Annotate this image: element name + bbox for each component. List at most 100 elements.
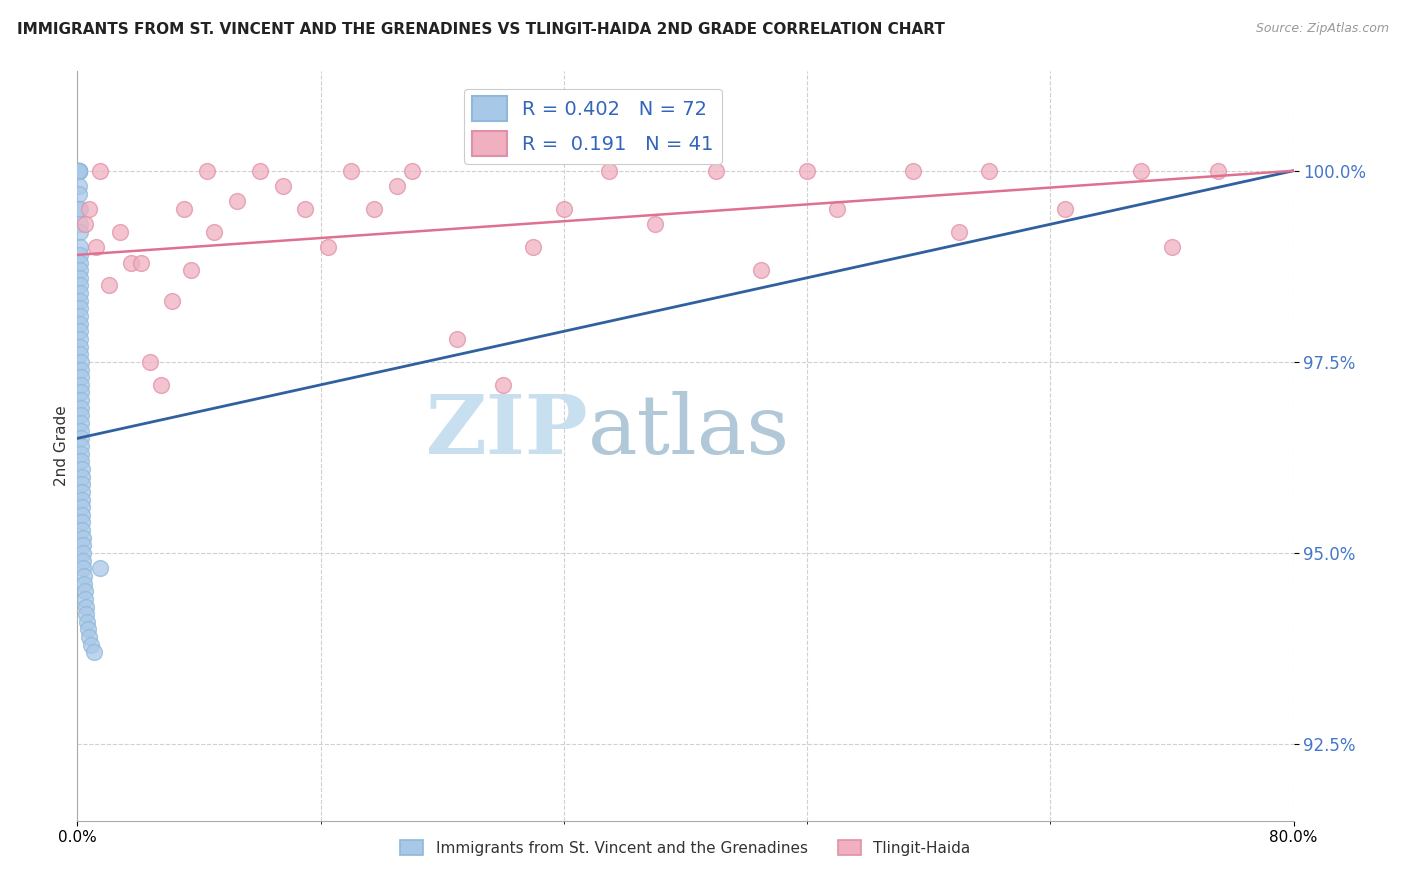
Point — [120, 255, 142, 269]
Point — [1054, 202, 1077, 216]
Point — [72, 538, 94, 552]
Point — [73, 591, 96, 606]
Point — [70, 409, 93, 423]
Point — [70, 447, 93, 461]
Point — [70, 500, 93, 515]
Point — [69, 278, 91, 293]
Point — [73, 584, 96, 599]
Point — [294, 202, 316, 216]
Point — [67, 163, 90, 178]
Point — [76, 615, 98, 629]
Point — [108, 225, 131, 239]
Point — [69, 340, 91, 354]
Point — [69, 202, 91, 216]
Point — [149, 377, 172, 392]
Point — [903, 163, 925, 178]
Point — [67, 163, 90, 178]
Text: ZIP: ZIP — [426, 391, 588, 471]
Point — [84, 240, 107, 254]
Point — [69, 370, 91, 384]
Point — [249, 163, 271, 178]
Point — [72, 531, 94, 545]
Point — [1206, 163, 1229, 178]
Point — [73, 569, 96, 583]
Point — [70, 484, 93, 499]
Point — [69, 286, 91, 301]
Point — [70, 431, 93, 445]
Point — [73, 576, 96, 591]
Point — [75, 599, 97, 614]
Point — [69, 393, 91, 408]
Point — [751, 263, 773, 277]
Point — [226, 194, 249, 209]
Point — [67, 163, 90, 178]
Point — [129, 255, 152, 269]
Legend: Immigrants from St. Vincent and the Grenadines, Tlingit-Haida: Immigrants from St. Vincent and the Gren… — [394, 833, 977, 862]
Point — [827, 202, 849, 216]
Point — [69, 248, 91, 262]
Point — [704, 163, 727, 178]
Point — [69, 309, 91, 323]
Point — [69, 301, 91, 316]
Point — [69, 293, 91, 308]
Point — [446, 332, 468, 346]
Point — [180, 263, 202, 277]
Point — [89, 561, 111, 575]
Point — [340, 163, 363, 178]
Point — [385, 179, 408, 194]
Point — [401, 163, 423, 178]
Point — [67, 163, 90, 178]
Point — [70, 401, 93, 415]
Point — [70, 454, 93, 468]
Point — [70, 439, 93, 453]
Point — [70, 492, 93, 507]
Point — [70, 477, 93, 491]
Point — [69, 255, 91, 269]
Point — [73, 217, 96, 231]
Point — [77, 623, 100, 637]
Point — [160, 293, 183, 308]
Point — [70, 462, 93, 476]
Point — [67, 163, 90, 178]
Point — [69, 240, 91, 254]
Point — [69, 263, 91, 277]
Point — [316, 240, 339, 254]
Point — [69, 324, 91, 338]
Point — [72, 516, 94, 530]
Point — [173, 202, 195, 216]
Point — [598, 163, 620, 178]
Point — [98, 278, 121, 293]
Point — [69, 202, 91, 216]
Point — [979, 163, 1001, 178]
Point — [67, 163, 90, 178]
Y-axis label: 2nd Grade: 2nd Grade — [53, 406, 69, 486]
Point — [72, 554, 94, 568]
Point — [67, 163, 90, 178]
Point — [271, 179, 294, 194]
Point — [69, 317, 91, 331]
Point — [70, 416, 93, 430]
Point — [522, 240, 544, 254]
Point — [72, 523, 94, 537]
Point — [948, 225, 970, 239]
Point — [644, 217, 666, 231]
Point — [202, 225, 225, 239]
Point — [69, 355, 91, 369]
Point — [139, 355, 162, 369]
Point — [69, 217, 91, 231]
Point — [67, 179, 90, 194]
Point — [796, 163, 818, 178]
Point — [553, 202, 575, 216]
Point — [69, 347, 91, 361]
Point — [67, 163, 90, 178]
Point — [70, 508, 93, 522]
Point — [69, 385, 91, 400]
Point — [70, 469, 93, 483]
Text: IMMIGRANTS FROM ST. VINCENT AND THE GRENADINES VS TLINGIT-HAIDA 2ND GRADE CORREL: IMMIGRANTS FROM ST. VINCENT AND THE GREN… — [17, 22, 945, 37]
Point — [1130, 163, 1153, 178]
Point — [67, 163, 90, 178]
Point — [69, 362, 91, 376]
Point — [67, 163, 90, 178]
Point — [69, 270, 91, 285]
Point — [72, 561, 94, 575]
